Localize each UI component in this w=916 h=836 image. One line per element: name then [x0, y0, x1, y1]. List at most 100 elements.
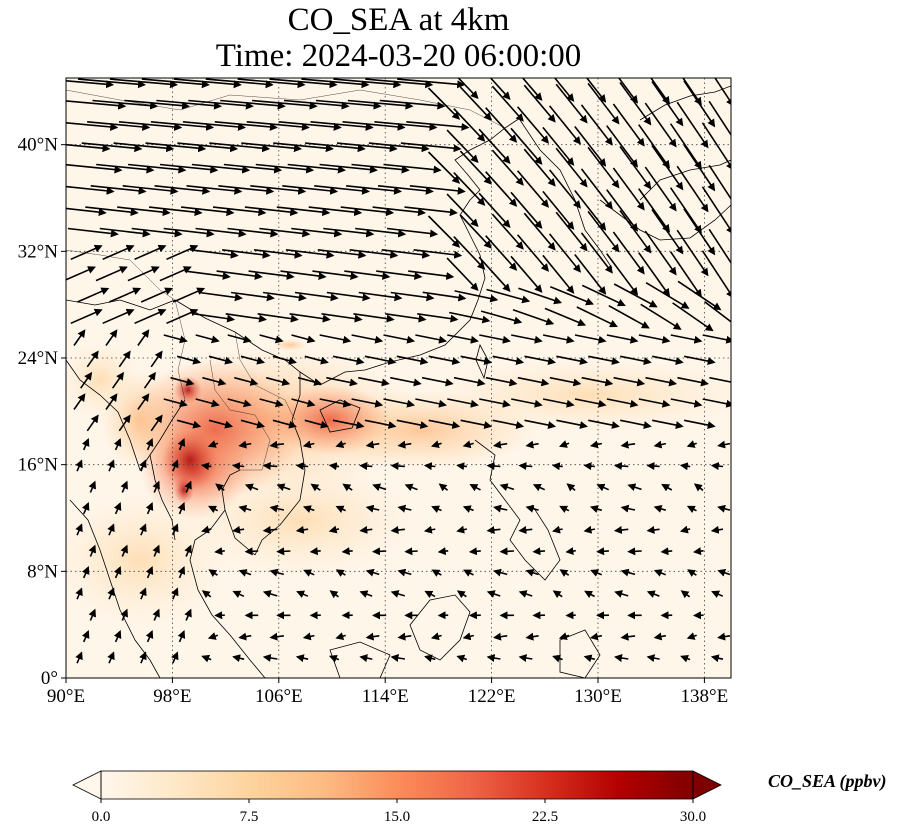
- wind-arrow: [493, 504, 508, 513]
- colorbar-label: CO_SEA (ppbv): [768, 771, 887, 791]
- wind-arrow: [638, 334, 671, 344]
- wind-arrow: [262, 526, 278, 534]
- wind-arrow: [525, 568, 539, 577]
- wind-arrow: [558, 632, 570, 640]
- wind-arrow: [90, 185, 147, 195]
- wind-arrow: [644, 230, 677, 276]
- wind-arrow: [238, 504, 252, 513]
- wind-arrow: [70, 308, 103, 325]
- wind-arrow: [549, 376, 582, 387]
- wind-arrow: [208, 355, 234, 365]
- wind-arrow: [686, 632, 697, 640]
- wind-arrow: [308, 206, 363, 217]
- wind-arrow: [70, 244, 103, 261]
- wind-arrow: [456, 462, 468, 471]
- co-concentration-field: [66, 339, 731, 630]
- wind-arrow: [523, 212, 556, 251]
- wind-arrow: [544, 307, 587, 327]
- wind-arrow: [294, 291, 339, 302]
- wind-arrow: [201, 525, 212, 534]
- wind-arrow: [686, 440, 697, 448]
- wind-arrow: [708, 228, 731, 265]
- wind-arrow: [80, 371, 93, 389]
- wind-arrow: [397, 568, 412, 577]
- wind-arrow: [342, 483, 353, 492]
- wind-arrow: [516, 106, 550, 144]
- wind-arrow: [454, 290, 499, 303]
- wind-arrow: [620, 440, 636, 449]
- wind-arrow: [556, 419, 588, 429]
- wind-arrow: [66, 80, 115, 89]
- wind-arrow: [99, 227, 151, 238]
- wind-arrow: [606, 125, 639, 168]
- wind-arrow: [645, 376, 678, 387]
- wind-arrow: [485, 376, 518, 387]
- wind-arrow: [75, 523, 83, 536]
- wind-arrow: [644, 166, 677, 212]
- wind-arrow: [172, 287, 206, 303]
- wind-arrow: [558, 440, 570, 448]
- wind-arrow: [81, 630, 90, 643]
- wind-arrow: [255, 163, 315, 174]
- wind-arrow: [152, 480, 160, 493]
- wind-arrow: [359, 462, 373, 471]
- wind-arrow: [627, 483, 642, 492]
- wind-arrow: [309, 547, 321, 556]
- wind-arrow: [225, 313, 267, 323]
- wind-arrow: [492, 419, 525, 429]
- wind-arrow: [510, 127, 543, 165]
- wind-arrow: [421, 376, 454, 387]
- wind-arrow: [238, 440, 252, 449]
- wind-arrow: [232, 654, 245, 663]
- lon-tick-label: 138°E: [681, 686, 729, 707]
- wind-arrow: [646, 525, 660, 534]
- wind-arrow: [580, 104, 613, 146]
- wind-arrow: [346, 185, 402, 195]
- wind-arrow: [584, 590, 595, 599]
- wind-arrow: [134, 308, 167, 325]
- wind-arrow: [184, 608, 192, 621]
- wind-arrow: [73, 393, 86, 410]
- wind-arrow: [359, 654, 373, 663]
- wind-arrow: [73, 329, 86, 346]
- wind-arrow: [173, 78, 242, 89]
- wind-arrow: [542, 126, 575, 166]
- wind-arrow: [214, 121, 278, 131]
- colorbar-tick-label: 22.5: [532, 809, 558, 825]
- wind-arrow: [152, 544, 160, 557]
- wind-arrow: [693, 483, 704, 492]
- wind-arrow: [246, 121, 310, 131]
- wind-arrow: [248, 270, 295, 280]
- wind-arrow: [75, 651, 83, 664]
- wind-arrow: [159, 163, 219, 174]
- wind-arrow: [184, 544, 192, 557]
- wind-arrow: [328, 462, 340, 471]
- wind-arrow: [305, 142, 366, 153]
- wind-arrow: [492, 355, 525, 365]
- wind-arrow: [383, 398, 416, 408]
- wind-arrow: [709, 376, 731, 383]
- wind-arrow: [349, 249, 399, 259]
- wind-arrow: [287, 163, 346, 174]
- wind-arrow: [479, 398, 511, 408]
- wind-arrow: [171, 459, 179, 472]
- wind-arrow: [216, 270, 263, 280]
- wind-arrow: [396, 419, 429, 429]
- wind-arrow: [462, 440, 474, 449]
- wind-arrow: [86, 350, 99, 368]
- wind-arrow: [638, 188, 671, 233]
- lon-tick-label: 114°E: [362, 686, 409, 707]
- wind-arrow: [549, 286, 594, 306]
- wind-arrow: [302, 505, 315, 513]
- wind-arrow: [139, 523, 147, 536]
- wind-arrow: [208, 569, 218, 577]
- wind-arrow: [372, 547, 387, 556]
- wind-arrow: [310, 121, 374, 131]
- wind-arrow: [232, 462, 245, 471]
- wind-arrow: [127, 266, 160, 282]
- colorbar-extend-min: [72, 770, 102, 800]
- wind-arrow: [328, 654, 340, 663]
- lat-tick-label: 0°: [41, 668, 58, 689]
- wind-arrow: [408, 270, 455, 280]
- latitude-axis: 0° 8°N 16°N 24°N 32°N 40°N: [18, 135, 66, 689]
